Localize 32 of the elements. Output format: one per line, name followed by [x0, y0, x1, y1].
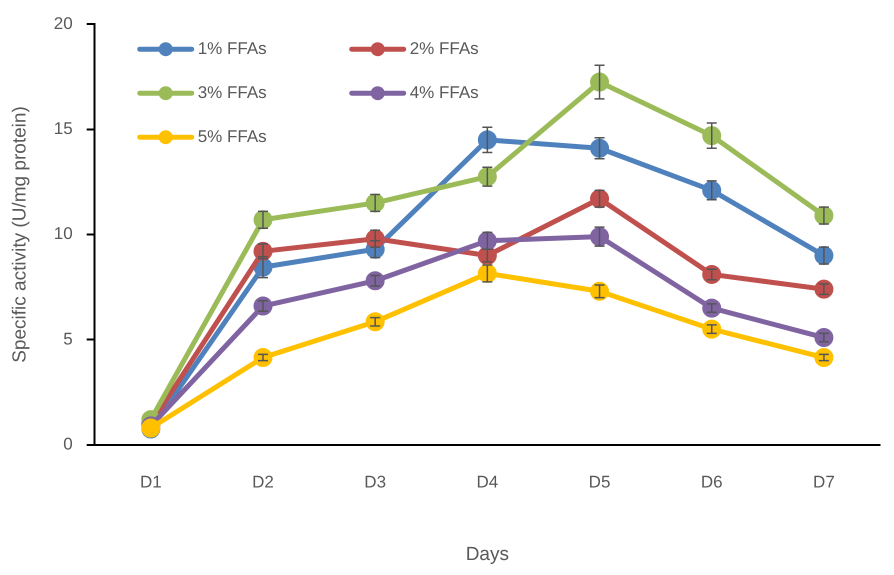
point [814, 348, 834, 368]
point [253, 348, 272, 368]
point [253, 242, 272, 261]
legend-label: 1% FFAs [198, 38, 267, 58]
point [702, 264, 722, 284]
x-tick-label: D4 [476, 472, 498, 492]
point [814, 280, 834, 299]
y-tick-label: 15 [54, 119, 73, 138]
x-tick-label: D5 [588, 472, 610, 492]
point [366, 312, 385, 332]
x-tick-label: D2 [252, 472, 274, 492]
x-tick-label: D7 [813, 472, 835, 492]
point [702, 298, 722, 318]
point [702, 320, 722, 339]
point [366, 271, 385, 290]
legend-label: 3% FFAs [198, 82, 267, 102]
y-tick-label: 10 [54, 224, 73, 244]
x-axis-title: Days [466, 544, 510, 565]
y-tick-label: 0 [63, 434, 73, 454]
y-tick-label: 5 [63, 329, 73, 348]
legend-label: 5% FFAs [198, 126, 267, 146]
x-tick-label: D3 [364, 472, 386, 492]
point [590, 282, 610, 301]
legend-label: 2% FFAs [410, 38, 479, 58]
x-tick-label: D6 [700, 472, 723, 492]
x-tick-label: D1 [140, 472, 162, 492]
point [253, 296, 272, 316]
y-tick-label: 20 [54, 14, 73, 33]
y-axis-title: Specific activity (U/mg protein) [10, 106, 31, 363]
legend-label: 4% FFAs [410, 82, 479, 102]
point [478, 246, 497, 266]
point [814, 328, 834, 348]
